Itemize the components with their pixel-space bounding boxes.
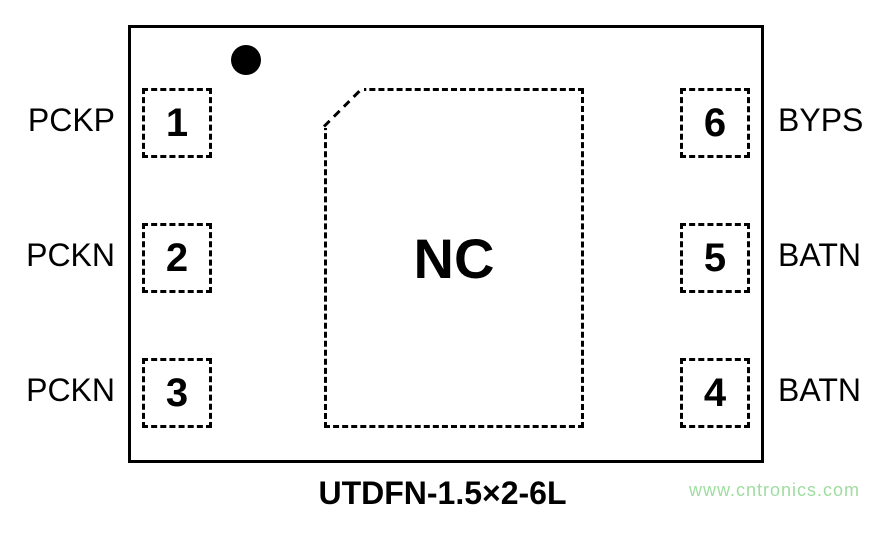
package-outline: 1 2 3 6 5 4 NC (128, 25, 764, 463)
diagram-container: 1 2 3 6 5 4 NC PCKP PCKN PCKN BYPS BATN (10, 15, 875, 530)
pin-label-6: BYPS (778, 85, 883, 155)
center-pad-label: NC (414, 226, 495, 291)
pin1-indicator-dot (231, 45, 261, 75)
pin-box-1: 1 (142, 88, 212, 158)
pin-box-5: 5 (680, 223, 750, 293)
pin-box-3: 3 (142, 358, 212, 428)
pin-number-3: 3 (166, 371, 188, 416)
pin-box-6: 6 (680, 88, 750, 158)
pin-box-4: 4 (680, 358, 750, 428)
pin-number-4: 4 (704, 371, 726, 416)
pin-label-2: PCKN (10, 220, 115, 290)
center-pad: NC (324, 88, 584, 428)
pin-label-5: BATN (778, 220, 883, 290)
pin-number-5: 5 (704, 236, 726, 281)
pin-number-1: 1 (166, 101, 188, 146)
pin-number-6: 6 (704, 101, 726, 146)
pin-box-2: 2 (142, 223, 212, 293)
pin-label-3: PCKN (10, 355, 115, 425)
pin-label-4: BATN (778, 355, 883, 425)
pin-number-2: 2 (166, 236, 188, 281)
watermark-text: www.cntronics.com (689, 480, 860, 501)
pin-label-1: PCKP (10, 85, 115, 155)
